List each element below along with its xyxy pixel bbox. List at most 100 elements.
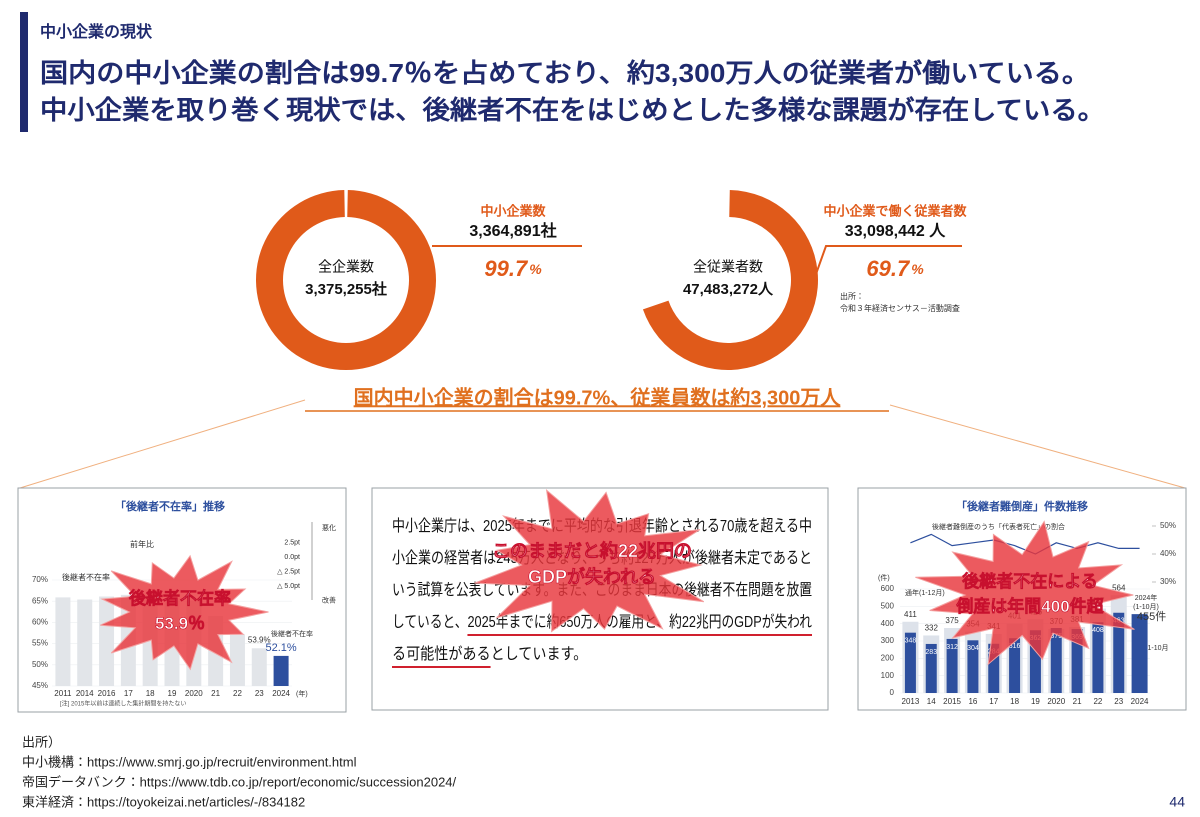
y-unit: (件) (878, 573, 890, 582)
value-label: 564 (1112, 583, 1126, 592)
bar-period (1113, 612, 1125, 693)
value-label: 375 (945, 616, 959, 625)
x-tick-label: 2015 (943, 697, 961, 706)
value-label: 375 (1050, 633, 1062, 640)
y2-tick-label: 40% (1160, 549, 1176, 558)
bar-period (904, 632, 916, 693)
right-axis-label: 改善 (322, 595, 336, 604)
chart-title: 「後継者難倒産」件数推移 (956, 499, 1088, 513)
x-tick-label: 21 (211, 689, 220, 698)
x-tick-label: 14 (927, 697, 936, 706)
y-tick-label: 50% (32, 660, 48, 669)
bar-period (1092, 622, 1104, 693)
x-tick-label: 2024 (272, 689, 290, 698)
last-period: (1-10月) (1133, 603, 1159, 611)
source-label: 出所： (840, 291, 864, 301)
segment-value: 3,364,891社 (469, 221, 556, 240)
donut-center-value: 3,375,255社 (305, 280, 387, 298)
percent-unit: % (911, 261, 924, 277)
bar-period (1131, 614, 1148, 693)
callout-text: 後継者不在率 (128, 588, 231, 608)
bar-period (988, 643, 1000, 693)
summary: 国内中小企業の割合は99.7%、従業員数は約3,300万人 (354, 385, 842, 409)
y-tick-label: 500 (881, 601, 895, 610)
x-tick-label: 18 (1010, 697, 1019, 706)
value-label: 332 (925, 624, 939, 633)
value-label: 304 (967, 645, 979, 652)
chart-title: 「後継者不在率」推移 (115, 499, 225, 513)
y-tick-label: 0 (890, 688, 895, 697)
value-label: 283 (925, 649, 937, 656)
y-tick-label: 65% (32, 596, 48, 605)
right-axis-label: △ 2.5pt (277, 568, 300, 575)
bar-period (1050, 628, 1062, 693)
x-unit: (年) (296, 689, 308, 698)
bar (273, 655, 289, 686)
x-tick-label: 16 (968, 697, 977, 706)
value-label: 455件 (1137, 610, 1166, 623)
x-tick-label: 2014 (76, 689, 94, 698)
footer-label: 出所） (22, 734, 61, 749)
y2-tick-label: 50% (1160, 521, 1176, 530)
callout-text: 後継者不在による (961, 571, 1098, 591)
x-tick-label: 17 (124, 689, 133, 698)
x-tick-label: 21 (1073, 697, 1082, 706)
callout-star (100, 554, 269, 671)
callout-text: GDPが失われる (528, 566, 656, 587)
x-tick-label: 2020 (185, 689, 203, 698)
connector (19, 399, 306, 489)
paragraph-line: る可能性があるとしています。 (392, 645, 587, 663)
y-tick-label: 45% (32, 681, 48, 690)
callout-text: 倒産は年間400件超 (955, 596, 1104, 616)
callout-star (915, 520, 1135, 666)
x-tick-label: 19 (1031, 697, 1040, 706)
callout-text: このままだと約22兆円の (492, 540, 692, 561)
bar (99, 596, 115, 686)
value-label: 312 (946, 644, 958, 651)
value-label: 408 (1092, 627, 1104, 634)
bar (229, 634, 245, 686)
footer-source: 中小機構：https://www.smrj.go.jp/recruit/envi… (22, 754, 357, 769)
bar-period (967, 640, 979, 693)
source-text: 令和３年経済センサス－活動調査 (840, 303, 960, 313)
bar-period (946, 638, 958, 693)
bar-period (1071, 629, 1083, 693)
value-label: 348 (905, 638, 917, 645)
right-axis-label: △ 5.0pt (277, 583, 300, 590)
y-tick-label: 300 (881, 636, 895, 645)
donut-center-label: 全従業者数 (693, 259, 763, 275)
footer-source: 帝国データバンク：https://www.tdb.co.jp/report/ec… (22, 774, 457, 789)
bar (55, 597, 71, 686)
legend-total: 通年(1-12月) (905, 588, 945, 597)
bar (251, 648, 267, 686)
segment-percent: 69.7% (866, 256, 924, 281)
y-tick-label: 70% (32, 575, 48, 584)
segment-label: 中小企業数 (480, 203, 546, 218)
y-tick-label: 400 (881, 619, 895, 628)
title-line: 国内の中小企業の割合は99.7％を占めており、約3,300万人の従業者が働いてい… (40, 58, 1090, 88)
right-axis-label: 2.5pt (284, 539, 300, 546)
x-tick-label: 2016 (98, 689, 116, 698)
connector (889, 404, 1186, 489)
last-period: 2024年 (1135, 593, 1158, 602)
bar-period (1029, 630, 1041, 693)
value-label: 411 (904, 610, 917, 619)
x-tick-label: 2020 (1047, 697, 1065, 706)
note: [注] 2015年以前は連続した集計期間を持たない (60, 700, 186, 708)
legend-period: 1-10月 (1147, 644, 1168, 652)
value-label: 52.1% (265, 642, 296, 654)
legend-ratio: 後継者難倒産のうち「代表者死亡」の割合 (932, 522, 1065, 531)
y-tick-label: 60% (32, 618, 48, 627)
paragraph-segment: していると、 (392, 614, 467, 631)
series-label: 後継者不在率 (62, 572, 110, 582)
right-axis-label: 0.0pt (284, 554, 300, 561)
y-tick-label: 600 (881, 584, 895, 593)
callout-star (474, 488, 705, 633)
x-tick-label: 2024 (1131, 697, 1149, 706)
callout-line (805, 245, 962, 303)
x-tick-label: 22 (1093, 697, 1102, 706)
percent-unit: % (529, 261, 542, 277)
x-tick-label: 19 (168, 689, 177, 698)
x-tick-label: 2013 (902, 697, 920, 706)
